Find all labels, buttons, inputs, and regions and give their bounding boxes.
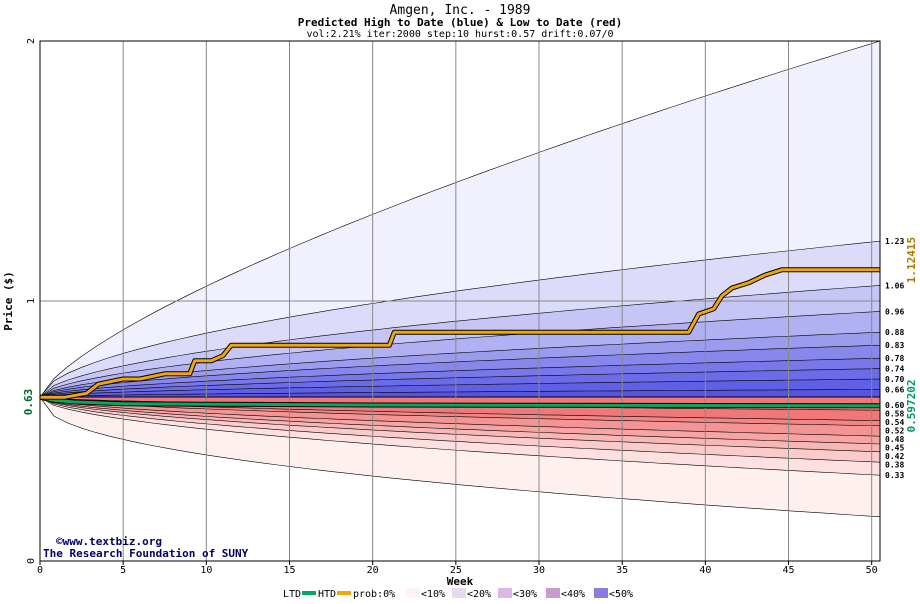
chart-subtitle: Predicted High to Date (blue) & Low to D…	[298, 16, 623, 29]
right-level-label: 0.60	[885, 401, 904, 410]
plot-frame	[39, 40, 881, 562]
right-level-label: 0.38	[885, 461, 904, 470]
right-level-label: 0.42	[885, 452, 904, 461]
right-level-label: 0.33	[885, 471, 904, 480]
right-level-label: 0.83	[885, 341, 904, 350]
x-tick-label: 30	[533, 565, 545, 576]
line-layer	[39, 267, 881, 409]
x-tick-label: 15	[283, 565, 295, 576]
x-tick-label: 0	[37, 565, 43, 576]
legend-item-5: <50%	[609, 589, 633, 600]
x-tick-labels: 0 5 10 15 20 25 30 35 40 45 50	[37, 561, 878, 576]
y-tick-label: 0	[26, 558, 37, 564]
legend-swatch-4	[546, 588, 560, 598]
y-tick-label: 1	[26, 298, 37, 304]
legend-swatch-3	[498, 588, 512, 598]
legend-ltd-swatch	[302, 591, 316, 595]
legend-item-1: <10%	[421, 589, 445, 600]
ltd-line	[39, 395, 881, 408]
x-tick-label: 45	[782, 565, 794, 576]
legend-swatch-1	[406, 588, 420, 598]
legend-item-4: <40%	[561, 589, 585, 600]
y-tick-labels: 0 1 2	[26, 38, 37, 564]
right-level-label: 1.06	[885, 281, 904, 290]
x-axis-title: Week	[447, 575, 474, 588]
chart-title: Amgen, Inc. - 1989	[390, 3, 531, 18]
right-level-label: 0.48	[885, 435, 904, 444]
x-tick-label: 20	[367, 565, 379, 576]
ltd-end-value: 0.597202	[905, 380, 918, 433]
right-level-label: 0.88	[885, 328, 904, 337]
x-tick-label: 25	[450, 565, 462, 576]
grid-layer	[40, 41, 880, 561]
legend-item-3: <30%	[513, 589, 537, 600]
htd-end-value: 1.12415	[905, 237, 918, 283]
legend-item-2: <20%	[467, 589, 491, 600]
credit-line-1: ©www.textbiz.org	[56, 535, 162, 548]
right-level-label: 1.23	[885, 237, 904, 246]
legend-swatch-5	[594, 588, 608, 598]
credit-line-2: The Research Foundation of SUNY	[43, 547, 249, 560]
start-price-label: 0.63	[22, 389, 35, 416]
legend-ltd-label: LTD	[283, 589, 301, 600]
legend-htd-label: HTD	[318, 589, 336, 600]
x-tick-label: 50	[866, 565, 878, 576]
right-level-label: 0.66	[885, 385, 904, 394]
x-tick-label: 40	[699, 565, 711, 576]
right-level-label: 0.70	[885, 375, 904, 384]
htd-line	[40, 268, 880, 399]
chart-params: vol:2.21% iter:2000 step:10 hurst:0.57 d…	[306, 29, 613, 40]
x-tick-label: 5	[120, 565, 126, 576]
high-band	[39, 389, 881, 398]
right-level-labels: 1.23 1.06 0.96 0.88 0.83 0.78 0.740.700.66 0.60…	[885, 237, 904, 480]
y-axis-title: Price ($)	[2, 271, 15, 331]
right-level-label: 0.58	[885, 410, 904, 419]
legend-prob-prefix: prob:0%	[353, 589, 395, 600]
right-level-label: 0.78	[885, 354, 904, 363]
x-tick-label: 35	[616, 565, 628, 576]
legend-swatch-2	[452, 588, 466, 598]
legend: LTD HTD prob:0% <10% <20% <30% <40% <50%	[283, 588, 633, 600]
band-layer	[38, 40, 881, 518]
right-level-label: 0.74	[885, 365, 904, 374]
right-level-label: 0.52	[885, 427, 904, 436]
right-level-label: 0.45	[885, 444, 904, 453]
right-level-label: 0.96	[885, 307, 904, 316]
x-tick-label: 10	[200, 565, 212, 576]
right-level-label: 0.54	[885, 418, 904, 427]
legend-htd-swatch	[337, 591, 351, 595]
y-tick-label: 2	[26, 38, 37, 44]
